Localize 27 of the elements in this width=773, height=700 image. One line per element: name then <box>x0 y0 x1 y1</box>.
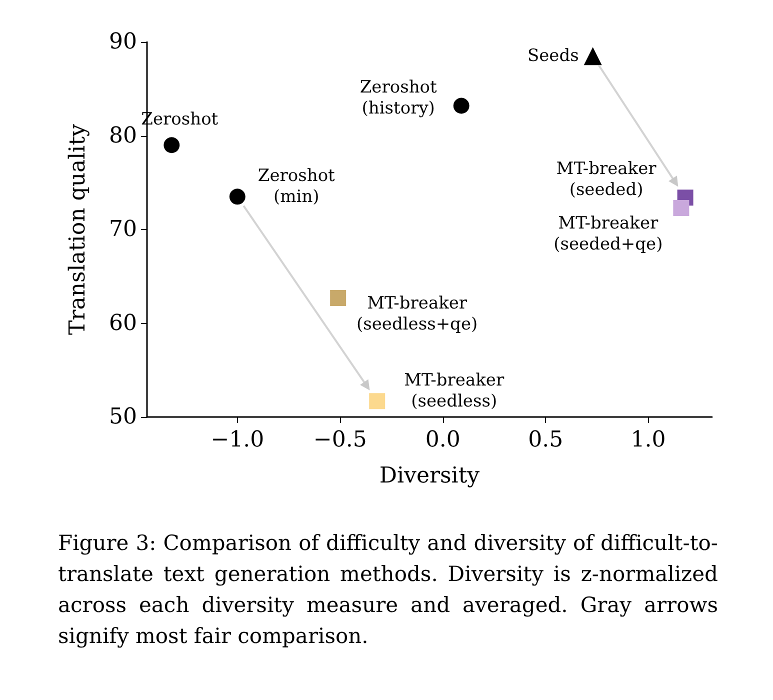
point <box>673 200 690 216</box>
y-tick-label: 50 <box>109 404 137 430</box>
y-tick-label: 80 <box>109 123 137 148</box>
point <box>330 290 346 306</box>
series-label: MT-breaker (seeded+qe) <box>554 213 663 254</box>
x-tick-label: 0.5 <box>528 428 564 452</box>
y-tick-label: 90 <box>109 30 137 54</box>
x-tick-label: −1.0 <box>210 428 264 452</box>
point <box>229 188 246 205</box>
x-tick-label: −0.5 <box>313 428 367 452</box>
series-label: MT-breaker (seedless) <box>404 370 505 412</box>
x-tick-label: 1.0 <box>630 428 666 452</box>
y-tick-label: 70 <box>109 217 137 242</box>
series-label: Zeroshot (history) <box>360 77 437 118</box>
series-label: Zeroshot (min) <box>258 166 336 208</box>
series-label: MT-breaker (seeded) <box>556 159 658 200</box>
point <box>584 47 602 66</box>
point <box>453 98 470 114</box>
y-axis-title: Translation quality <box>66 123 90 335</box>
x-tick-label: 0.0 <box>425 428 460 452</box>
point <box>164 137 180 154</box>
y-tick-label: 60 <box>109 310 137 336</box>
caption: Figure 3: Comparison of difficulty and diversity of difficult-to-translate text generation methods. Diversity is z-normalized across each diversity measure and averaged. Gray arrows signify most fair comparison. <box>58 530 718 650</box>
series-label: MT-breaker (seedless+qe) <box>356 293 478 334</box>
series-label: Seeds <box>527 46 579 66</box>
point <box>369 393 386 410</box>
x-axis-title: Diversity <box>379 464 480 488</box>
